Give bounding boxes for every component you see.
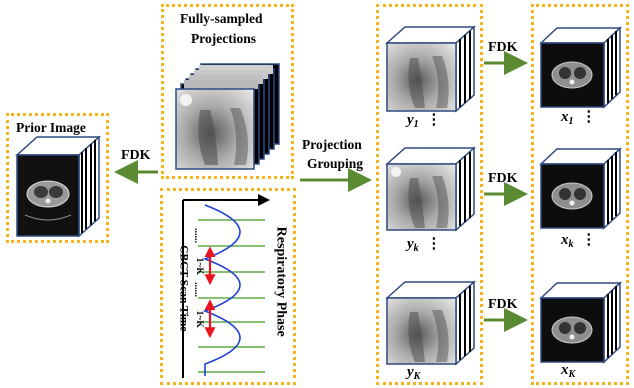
group-dots-1: ⋮ [426,112,442,128]
projections-title-line2: Projections [191,31,256,46]
prior-image-box [6,113,109,243]
recon-cube-k [539,147,622,230]
projections-box [161,4,294,179]
group-label-1-var: y [407,112,414,128]
projections-title-line1: Fully-sampled [180,11,263,26]
recon-label-k: xk ⋮ [561,232,596,250]
reconstructions-box [531,4,629,385]
prior-image-title: Prior Image [16,120,86,135]
group-label-K-var: y [407,364,414,380]
range-label-2: 1~K [193,310,204,328]
scan-time-label: CBCT Scan Time [177,245,190,332]
recon-label-K: xK [561,362,575,380]
recon-label-k-sub: k [568,239,574,250]
recon-cube-K [539,281,622,364]
group-label-K-sub: K [413,371,421,382]
group-label-K: yK [407,364,420,382]
group-label-k: yk ⋮ [407,236,441,254]
recon-label-K-var: x [561,362,569,378]
ellipsis-1: ...... [192,228,203,243]
grouping-label-line2: Grouping [307,156,364,171]
fdk-label-k: FDK [488,171,518,186]
recon-label-1-sub: 1 [568,116,574,127]
recon-dots-1: ⋮ [581,109,597,125]
breathing-waveform [202,204,241,376]
prior-image-cube [15,135,101,238]
recon-label-K-sub: K [568,369,576,380]
flow-arrows [114,51,528,332]
respiratory-phase-label: Respiratory Phase [273,226,289,337]
group-label-1: y1 ⋮ [407,112,441,130]
group-cube-K [385,280,476,366]
group-label-k-var: y [407,236,414,252]
recon-label-k-var: x [561,232,569,248]
group-cube-1 [385,25,476,113]
recon-label-1-var: x [561,109,569,125]
fdk-label-K: FDK [488,297,518,312]
group-label-1-sub: 1 [413,119,419,130]
respiratory-panel [182,194,270,378]
ellipsis-2: ...... [192,282,203,297]
fdk-label-1: FDK [488,40,518,55]
respiratory-box [160,188,296,385]
recon-label-1: x1 ⋮ [561,109,596,127]
recon-dots-k: ⋮ [581,232,597,248]
grouping-label-line1: Projection [302,137,362,152]
group-dots-k: ⋮ [426,236,442,252]
recon-cube-1 [539,26,622,109]
fdk-left-label: FDK [121,148,151,163]
projections-stack [175,63,280,170]
group-label-k-sub: k [413,243,419,254]
range-label-1: 1~K [193,257,204,275]
group-cube-k [385,146,476,232]
grouped-projections-box [376,4,483,385]
green-phase-lines [198,219,265,373]
